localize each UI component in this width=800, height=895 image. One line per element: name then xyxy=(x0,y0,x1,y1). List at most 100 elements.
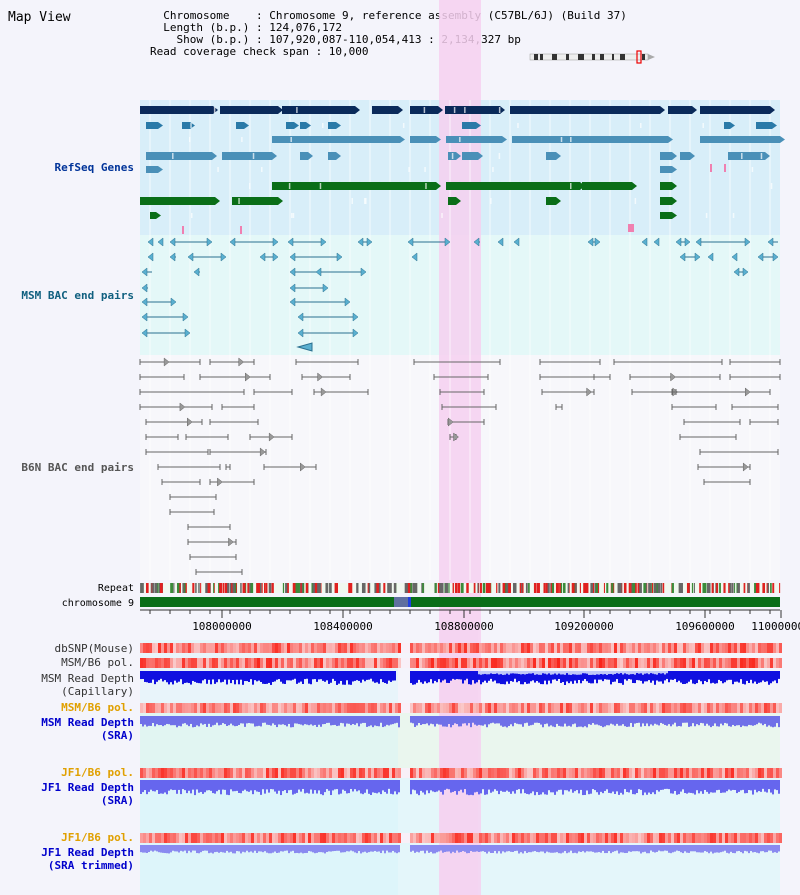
jf1-pol-sra-label: JF1/B6 pol. xyxy=(61,766,134,779)
heat-cell xyxy=(380,703,383,713)
msm-bac-end xyxy=(444,237,451,247)
read-depth-bar xyxy=(364,716,366,723)
heat-cell xyxy=(248,643,251,653)
heat-cell xyxy=(212,768,215,778)
b6n-bac-track[interactable] xyxy=(139,357,781,575)
heat-cell xyxy=(281,768,284,778)
read-depth-bar xyxy=(506,845,508,852)
repeat-element xyxy=(292,583,296,593)
heat-cell xyxy=(212,658,215,668)
repeat-element xyxy=(545,583,549,593)
read-depth-bar xyxy=(184,671,186,683)
repeat-element xyxy=(455,583,458,593)
chromosome-bar[interactable] xyxy=(140,597,780,607)
chromosome-ideogram[interactable] xyxy=(529,50,655,64)
read-depth-bar xyxy=(624,716,626,727)
msm-bac-track[interactable] xyxy=(141,237,779,352)
read-depth-bar xyxy=(610,716,612,724)
read-depth-bar xyxy=(336,671,338,685)
read-depth-bar xyxy=(158,716,160,726)
heat-cell xyxy=(569,658,572,668)
heat-cell xyxy=(656,703,659,713)
read-depth-bar xyxy=(394,716,396,724)
read-depth-bar xyxy=(164,671,166,681)
read-depth-bar xyxy=(366,716,368,727)
heat-cell xyxy=(653,643,656,653)
heat-cell xyxy=(569,768,572,778)
read-depth-bar xyxy=(182,716,184,724)
read-depth-bar xyxy=(172,716,174,726)
read-depth-bar xyxy=(630,716,632,723)
read-depth-bar xyxy=(650,716,652,725)
read-depth-bar xyxy=(744,671,746,685)
heat-cell xyxy=(605,833,608,843)
heat-cell xyxy=(539,643,542,653)
heat-cell xyxy=(629,643,632,653)
heat-cell xyxy=(401,768,404,778)
refseq-marker xyxy=(628,224,634,232)
heat-cell xyxy=(740,643,743,653)
heat-cell xyxy=(269,643,272,653)
read-depth-bar xyxy=(208,671,210,680)
refseq-gene-arrow xyxy=(765,152,770,160)
read-depth-bar xyxy=(778,845,780,852)
ideogram-band xyxy=(578,54,584,60)
heat-cell xyxy=(659,768,662,778)
read-depth-bar xyxy=(466,716,468,726)
heat-cell xyxy=(716,703,719,713)
read-depth-bar xyxy=(564,671,566,685)
heat-cell xyxy=(746,833,749,843)
read-depth-bar xyxy=(346,780,348,794)
heat-cell xyxy=(317,658,320,668)
refseq-gene xyxy=(146,122,158,129)
read-depth-bar xyxy=(178,780,180,790)
read-depth-bar xyxy=(242,845,244,852)
read-depth-bar xyxy=(566,671,568,682)
read-depth-bar xyxy=(350,716,352,726)
heat-cell xyxy=(611,833,614,843)
heat-cell xyxy=(641,703,644,713)
heat-cell xyxy=(389,833,392,843)
read-depth-bar xyxy=(342,780,344,790)
read-depth-bar xyxy=(272,845,274,853)
refseq-gene-arrow xyxy=(660,106,665,114)
refseq-exon-gap xyxy=(560,137,563,142)
read-depth-bar xyxy=(766,671,768,682)
heat-cell xyxy=(590,768,593,778)
heat-cell xyxy=(620,703,623,713)
heat-cell xyxy=(191,643,194,653)
read-depth-bar xyxy=(456,780,458,795)
refseq-exon-gap xyxy=(291,213,293,218)
repeat-element xyxy=(611,583,614,593)
read-depth-bar xyxy=(410,780,412,795)
read-depth-bar xyxy=(224,845,226,853)
heat-cell xyxy=(404,658,407,668)
refseq-gene-arrow xyxy=(632,182,637,190)
heat-cell xyxy=(593,768,596,778)
heat-cell xyxy=(680,703,683,713)
heat-cell xyxy=(170,658,173,668)
read-depth-bar xyxy=(540,671,542,685)
read-depth-bar xyxy=(226,671,228,685)
read-depth-bar xyxy=(266,671,268,684)
read-depth-bar xyxy=(212,845,214,854)
read-depth-bar xyxy=(214,671,216,684)
read-depth-bar xyxy=(728,716,730,727)
heat-cell xyxy=(398,643,401,653)
heat-cell xyxy=(611,658,614,668)
heat-cell xyxy=(527,768,530,778)
heat-cell xyxy=(479,833,482,843)
heat-cell xyxy=(311,833,314,843)
read-depth-bar xyxy=(650,671,652,683)
read-depth-bar xyxy=(778,716,780,728)
heat-cell xyxy=(647,703,650,713)
read-depth-bar xyxy=(450,671,452,681)
refseq-track[interactable] xyxy=(140,106,785,234)
heat-cell xyxy=(149,643,152,653)
heat-cell xyxy=(179,643,182,653)
heat-cell xyxy=(455,703,458,713)
heat-cell xyxy=(707,768,710,778)
read-depth-bar xyxy=(684,845,686,852)
read-depth-bar xyxy=(460,671,462,680)
